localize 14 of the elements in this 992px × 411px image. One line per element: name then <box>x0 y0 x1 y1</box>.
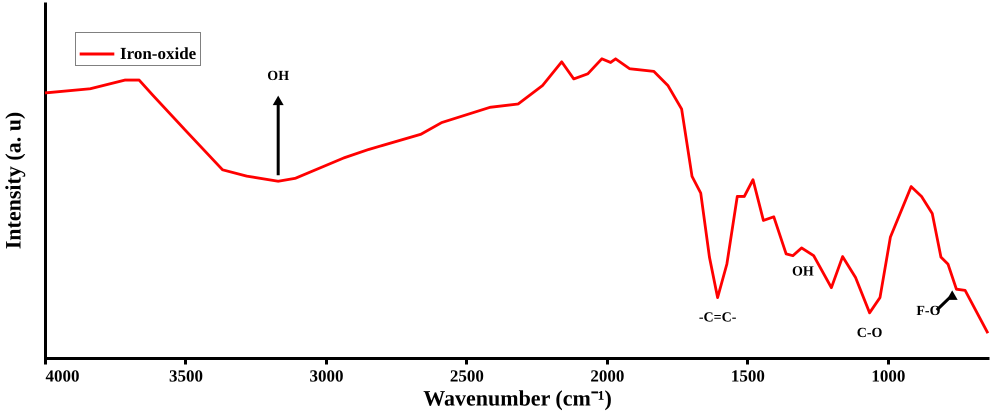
x-tick-label: 1000 <box>871 366 906 386</box>
x-tick-label: 3000 <box>309 366 344 386</box>
y-axis-title: Intensity (a. u) <box>0 112 26 250</box>
x-tick-label: 2000 <box>590 366 624 386</box>
annotation: OH <box>267 69 290 84</box>
x-tick-label: 2500 <box>450 366 484 386</box>
x-tick-label: 4000 <box>46 366 80 386</box>
x-tick-label: 1500 <box>730 366 765 386</box>
annotation: -C=C- <box>698 310 737 326</box>
x-tick-label: 3500 <box>168 366 203 386</box>
legend-label: Iron-oxide <box>120 44 197 63</box>
annotation: C-O <box>856 326 883 341</box>
annotation: OH <box>792 264 814 280</box>
x-axis-title: Wavenumber (cm⁻¹) <box>423 386 612 410</box>
